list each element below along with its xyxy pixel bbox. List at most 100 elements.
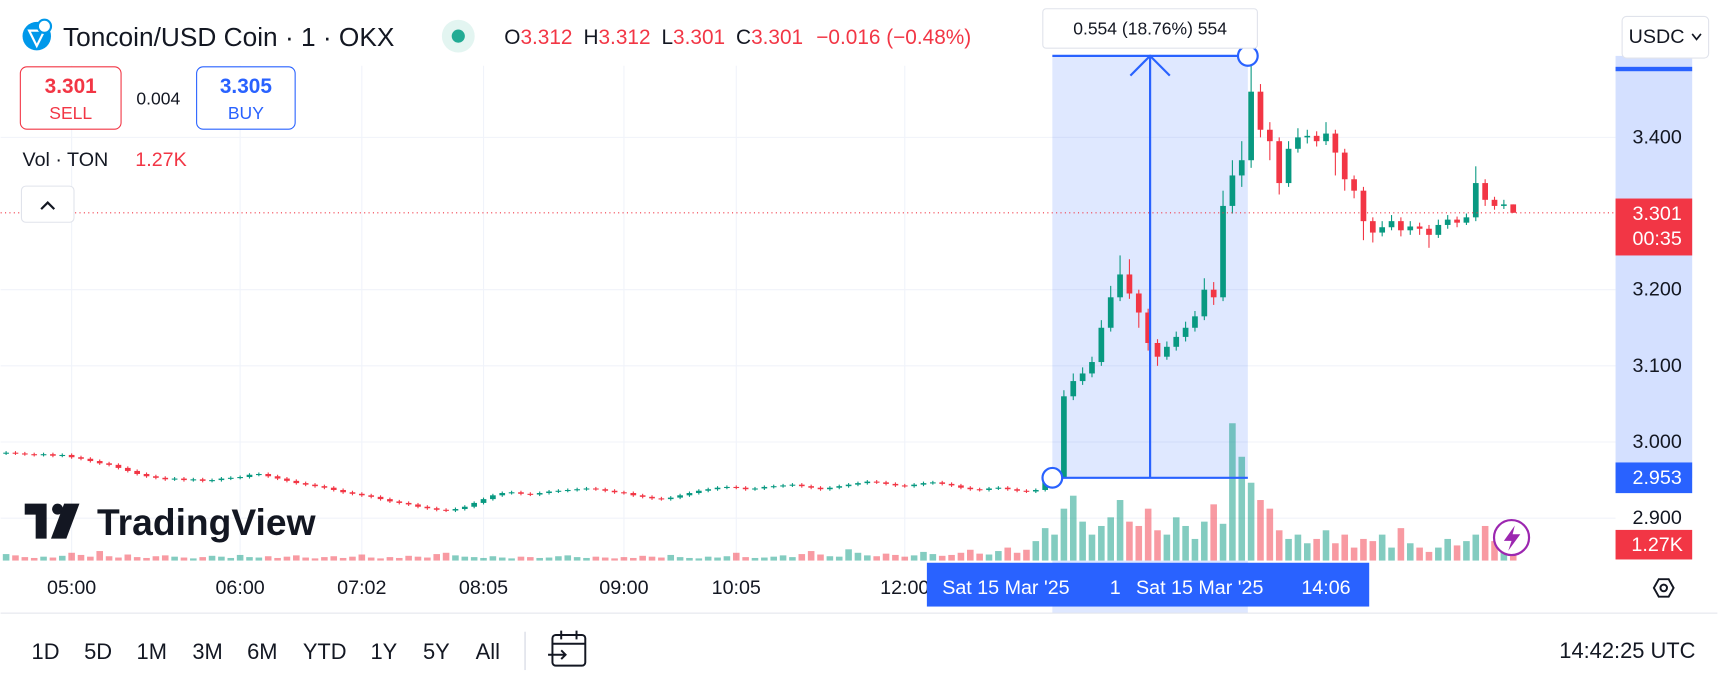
volume-bar [1378,534,1386,561]
volume-bar [1023,549,1030,561]
volume-bar [1435,547,1442,561]
volume-bar [938,555,946,561]
candle-body [1491,199,1498,206]
buy-price[interactable]: 3.305 [220,75,272,98]
volume-bar [789,557,796,561]
volume-bar [1304,543,1311,561]
volume-bar [311,558,319,561]
candle-body [1295,137,1301,149]
settings-icon[interactable] [1652,578,1675,598]
timeframe-button[interactable]: YTD [303,639,347,664]
candle-body [1126,274,1133,294]
measure-handle[interactable] [1236,44,1259,67]
sell-price[interactable]: 3.301 [45,75,97,98]
y-tick-label: 3.200 [1633,279,1682,301]
volume-bar [105,556,113,561]
candle-body [1341,152,1348,180]
sell-label[interactable]: SELL [49,103,92,123]
volume-bar [96,551,104,561]
candle-body [639,495,646,497]
candle-body [461,506,468,510]
volume-bar [124,554,132,561]
timeframe-button[interactable]: 5D [84,639,112,664]
volume-bar [779,555,787,561]
price-badge-value: 3.301 [1633,203,1682,225]
volume-bar [255,557,263,561]
currency-button[interactable] [1621,15,1710,59]
candle-body [1332,133,1339,153]
volume-bar [892,554,899,561]
candle-body [415,504,421,507]
ohlc-value: 3.301 [673,26,725,49]
candle-body [873,481,880,483]
currency-label[interactable]: USDC [1629,26,1685,48]
x-tick-label: 06:00 [215,577,264,599]
candle-body [1154,342,1161,357]
candle-body [1313,135,1320,142]
volume-badge-label: 1.27K [1631,534,1682,556]
volume-bar [1416,547,1423,561]
candle-body [967,487,974,490]
volume-bar [283,556,291,561]
collapse-button[interactable] [20,185,75,223]
volume-bar [199,557,206,561]
buy-label[interactable]: BUY [228,103,264,123]
candle-body [958,485,964,488]
buy-button[interactable] [196,66,296,130]
timeframe-button[interactable]: All [476,639,500,664]
date-range-icon[interactable] [551,634,587,667]
volume-bar [1051,534,1058,561]
timeframe-button[interactable]: 1M [137,639,167,664]
volume-bar [321,557,328,561]
timeframe-button[interactable]: 1D [32,639,60,664]
candle-body [827,487,833,490]
candle-body [31,454,38,456]
measure-label: 0.554 (18.76%) 554 [1073,18,1227,38]
candle-body [536,493,543,495]
volume-bar [414,556,422,561]
volume-bar [1004,547,1012,561]
volume-bar [2,554,10,561]
candle-body [593,488,599,490]
candle-body [1135,293,1142,313]
candle-body [1398,221,1404,231]
sell-button[interactable] [19,66,122,130]
y-tick-label: 2.900 [1633,507,1682,529]
volume-bar [1397,528,1405,561]
candle-body [611,490,618,493]
timeframe-button[interactable]: 6M [247,639,277,664]
volume-bar [49,557,57,561]
candle-body [892,483,899,486]
volume-bar [592,556,600,561]
candle-body [649,496,655,499]
symbol-title: Toncoin/USD Coin · 1 · OKX [63,22,394,52]
candle-body [1482,183,1488,200]
volume-bar [583,557,590,561]
timeframe-button[interactable]: 1Y [370,639,397,664]
candle-body [621,492,627,494]
status-dot [451,29,465,43]
timeframe-button[interactable]: 3M [192,639,222,664]
candle-body [1229,175,1236,206]
volume-bar [835,556,843,561]
candle-body [1061,396,1067,478]
volume-bar [68,552,75,561]
candle-body [1379,227,1386,233]
ohlc-label: O [504,26,520,49]
measure-handle[interactable] [1041,466,1064,489]
candle-body [686,493,693,496]
candle-body [508,492,515,494]
ohlc-value: 3.301 [751,26,803,49]
candle-body [405,502,412,505]
volume-bar [171,556,178,561]
timeframe-button[interactable]: 5Y [423,639,450,664]
price-badge-countdown: 00:35 [1633,228,1682,250]
candle-body [995,487,1002,489]
volume-bar [1332,543,1339,561]
volume-bar [1322,530,1330,561]
candle-body [190,479,197,481]
candle-body [920,483,927,485]
ohlc-label: C [736,26,751,49]
candle-body [1435,224,1442,235]
volume-bar [1491,541,1498,561]
